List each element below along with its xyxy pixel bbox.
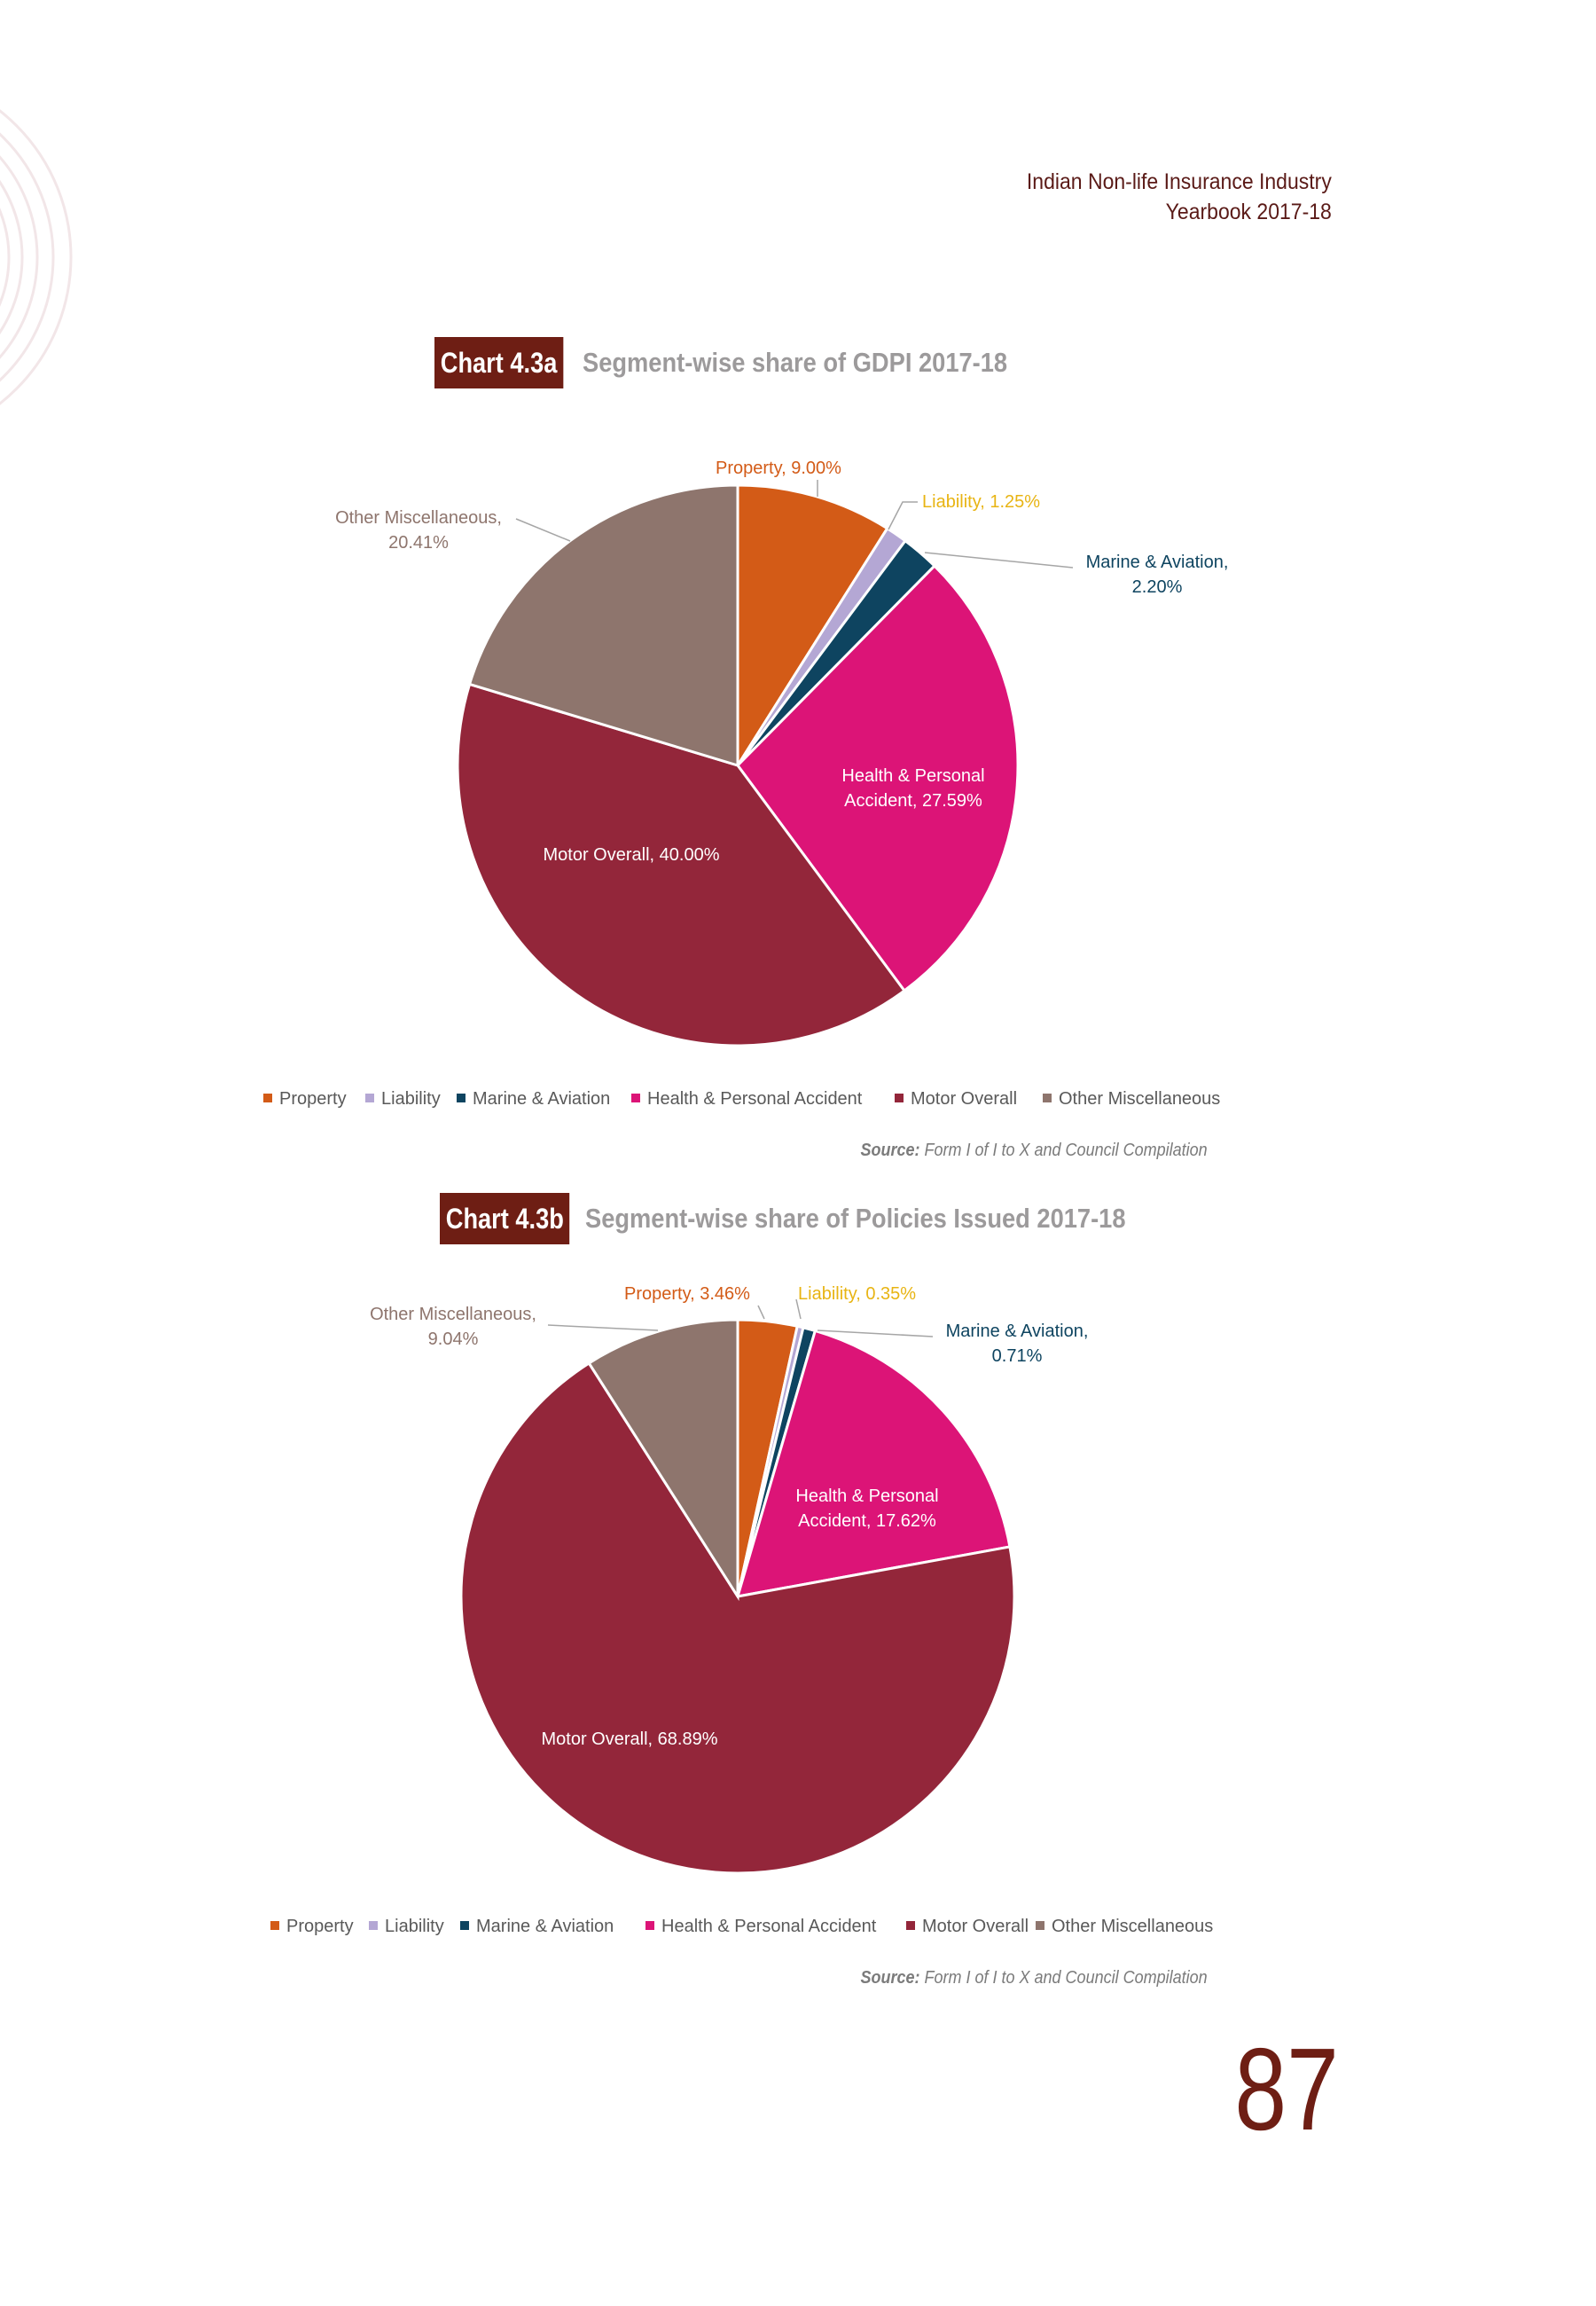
chart-a-tag: Chart 4.3a: [434, 337, 564, 388]
page-number: 87: [1234, 2024, 1339, 2154]
chart-a-title: Chart 4.3a Segment-wise share of GDPI 20…: [434, 337, 1065, 388]
chart-b-heading: Segment-wise share of Policies Issued 20…: [585, 1203, 1127, 1234]
chart-b-legend-swatch-health-and-personal-accident: [645, 1921, 654, 1930]
chart-b-source: Source: Form I of I to X and Council Com…: [861, 1968, 1208, 1988]
chart-a-source: Source: Form I of I to X and Council Com…: [861, 1141, 1208, 1161]
chart-a-leader-marine-and-aviation: [924, 552, 1074, 569]
chart-b-slice-motor-overall: [459, 1361, 1016, 1875]
chart-a-leader-liability: [888, 501, 918, 530]
chart-a-data-label-liability: Liability, 1.25%: [922, 492, 1040, 512]
chart-a-data-label-property: Property, 9.00%: [716, 459, 841, 478]
chart-b-pie: Property, 3.46% Liability, 0.35% Marine & …: [270, 1284, 1213, 1936]
chart-a-slice-other-miscellaneous: [467, 483, 739, 768]
chart-a-legend-label-marine-and-aviation: Marine & Aviation: [473, 1089, 610, 1109]
chart-a-legend-label-liability: Liability: [381, 1089, 441, 1109]
chart-b-legend-label-other-miscellaneous: Other Miscellaneous: [1052, 1917, 1213, 1936]
chart-a-data-label-marine-and-aviation: Marine & Aviation, 2.20%: [1086, 553, 1229, 597]
chart-b-legend-swatch-other-miscellaneous: [1036, 1921, 1044, 1930]
chart-a-pie: Property, 9.00% Liability, 1.25% Marine & …: [263, 459, 1229, 1109]
chart-b-data-label-property: Property, 3.46%: [624, 1284, 750, 1304]
chart-a-data-label-motor-overall: Motor Overall, 40.00%: [544, 845, 720, 865]
chart-b-legend-swatch-liability: [369, 1921, 378, 1930]
chart-b-source-text: Form I of I to X and Council Compilation: [924, 1968, 1208, 1988]
chart-b-data-label-health-and-personal-accident: Health & Personal Accident, 17.62%: [795, 1486, 938, 1531]
chart-b-legend-label-liability: Liability: [385, 1917, 444, 1936]
chart-a-source-label: Source:: [860, 1141, 920, 1160]
chart-b-slice-health-and-personal-accident: [735, 1329, 1012, 1598]
chart-a-data-label-other-miscellaneous: Other Miscellaneous, 20.41%: [335, 508, 502, 553]
chart-a-slice-health-and-personal-accident: [736, 563, 1020, 993]
chart-b-leader-marine-and-aviation: [817, 1329, 934, 1337]
chart-a-slice-motor-overall: [456, 682, 907, 1047]
chart-a-heading: Segment-wise share of GDPI 2017-18: [582, 347, 1007, 378]
chart-a-slice-property: [736, 483, 889, 771]
chart-b-tag: Chart 4.3b: [440, 1193, 570, 1244]
header-line-1: Indian Non-life Insurance Industry: [1027, 169, 1332, 194]
chart-b-legend-swatch-marine-and-aviation: [460, 1921, 469, 1930]
chart-a-legend-swatch-property: [263, 1094, 272, 1102]
chart-b-slice-other-miscellaneous: [587, 1318, 739, 1602]
chart-a-legend-swatch-other-miscellaneous: [1043, 1094, 1052, 1102]
chart-b-leader-other-miscellaneous: [547, 1324, 659, 1331]
chart-b-legend-label-property: Property: [286, 1917, 354, 1936]
chart-b-legend-label-motor-overall: Motor Overall: [922, 1917, 1029, 1936]
chart-a-legend-label-motor-overall: Motor Overall: [911, 1089, 1017, 1109]
chart-a-legend-swatch-health-and-personal-accident: [631, 1094, 640, 1102]
chart-b-leader-liability: [795, 1298, 802, 1320]
chart-b-data-label-liability: Liability, 0.35%: [798, 1284, 916, 1304]
chart-b-data-label-motor-overall: Motor Overall, 68.89%: [542, 1730, 718, 1749]
chart-b-data-label-other-miscellaneous: Other Miscellaneous, 9.04%: [370, 1305, 536, 1349]
chart-a-leader-other-miscellaneous: [515, 518, 571, 542]
chart-a-legend-label-health-and-personal-accident: Health & Personal Accident: [647, 1089, 863, 1109]
chart-a-legend-label-other-miscellaneous: Other Miscellaneous: [1059, 1089, 1220, 1109]
chart-b-data-label-marine-and-aviation: Marine & Aviation, 0.71%: [946, 1322, 1089, 1366]
chart-a-legend-swatch-motor-overall: [895, 1094, 904, 1102]
chart-b-legend-swatch-motor-overall: [906, 1921, 915, 1930]
chart-b-legend-label-health-and-personal-accident: Health & Personal Accident: [661, 1917, 877, 1936]
chart-a-legend-swatch-liability: [365, 1094, 374, 1102]
chart-b-leader-property: [757, 1305, 765, 1320]
header-line-2: Yearbook 2017-18: [1165, 200, 1332, 224]
chart-a-source-text: Form I of I to X and Council Compilation: [924, 1141, 1208, 1160]
chart-a-legend-swatch-marine-and-aviation: [457, 1094, 466, 1102]
chart-a-legend-label-property: Property: [279, 1089, 347, 1109]
chart-b-title: Chart 4.3b Segment-wise share of Policie…: [440, 1193, 1200, 1244]
chart-a-data-label-health-and-personal-accident: Health & Personal Accident, 27.59%: [841, 766, 984, 811]
chart-b-legend-swatch-property: [270, 1921, 279, 1930]
chart-b-source-label: Source:: [860, 1968, 920, 1988]
chart-b-legend-label-marine-and-aviation: Marine & Aviation: [476, 1917, 614, 1936]
decorative-arcs: [0, 109, 73, 405]
page-header: Indian Non-life Insurance Industry Yearb…: [1027, 167, 1332, 227]
